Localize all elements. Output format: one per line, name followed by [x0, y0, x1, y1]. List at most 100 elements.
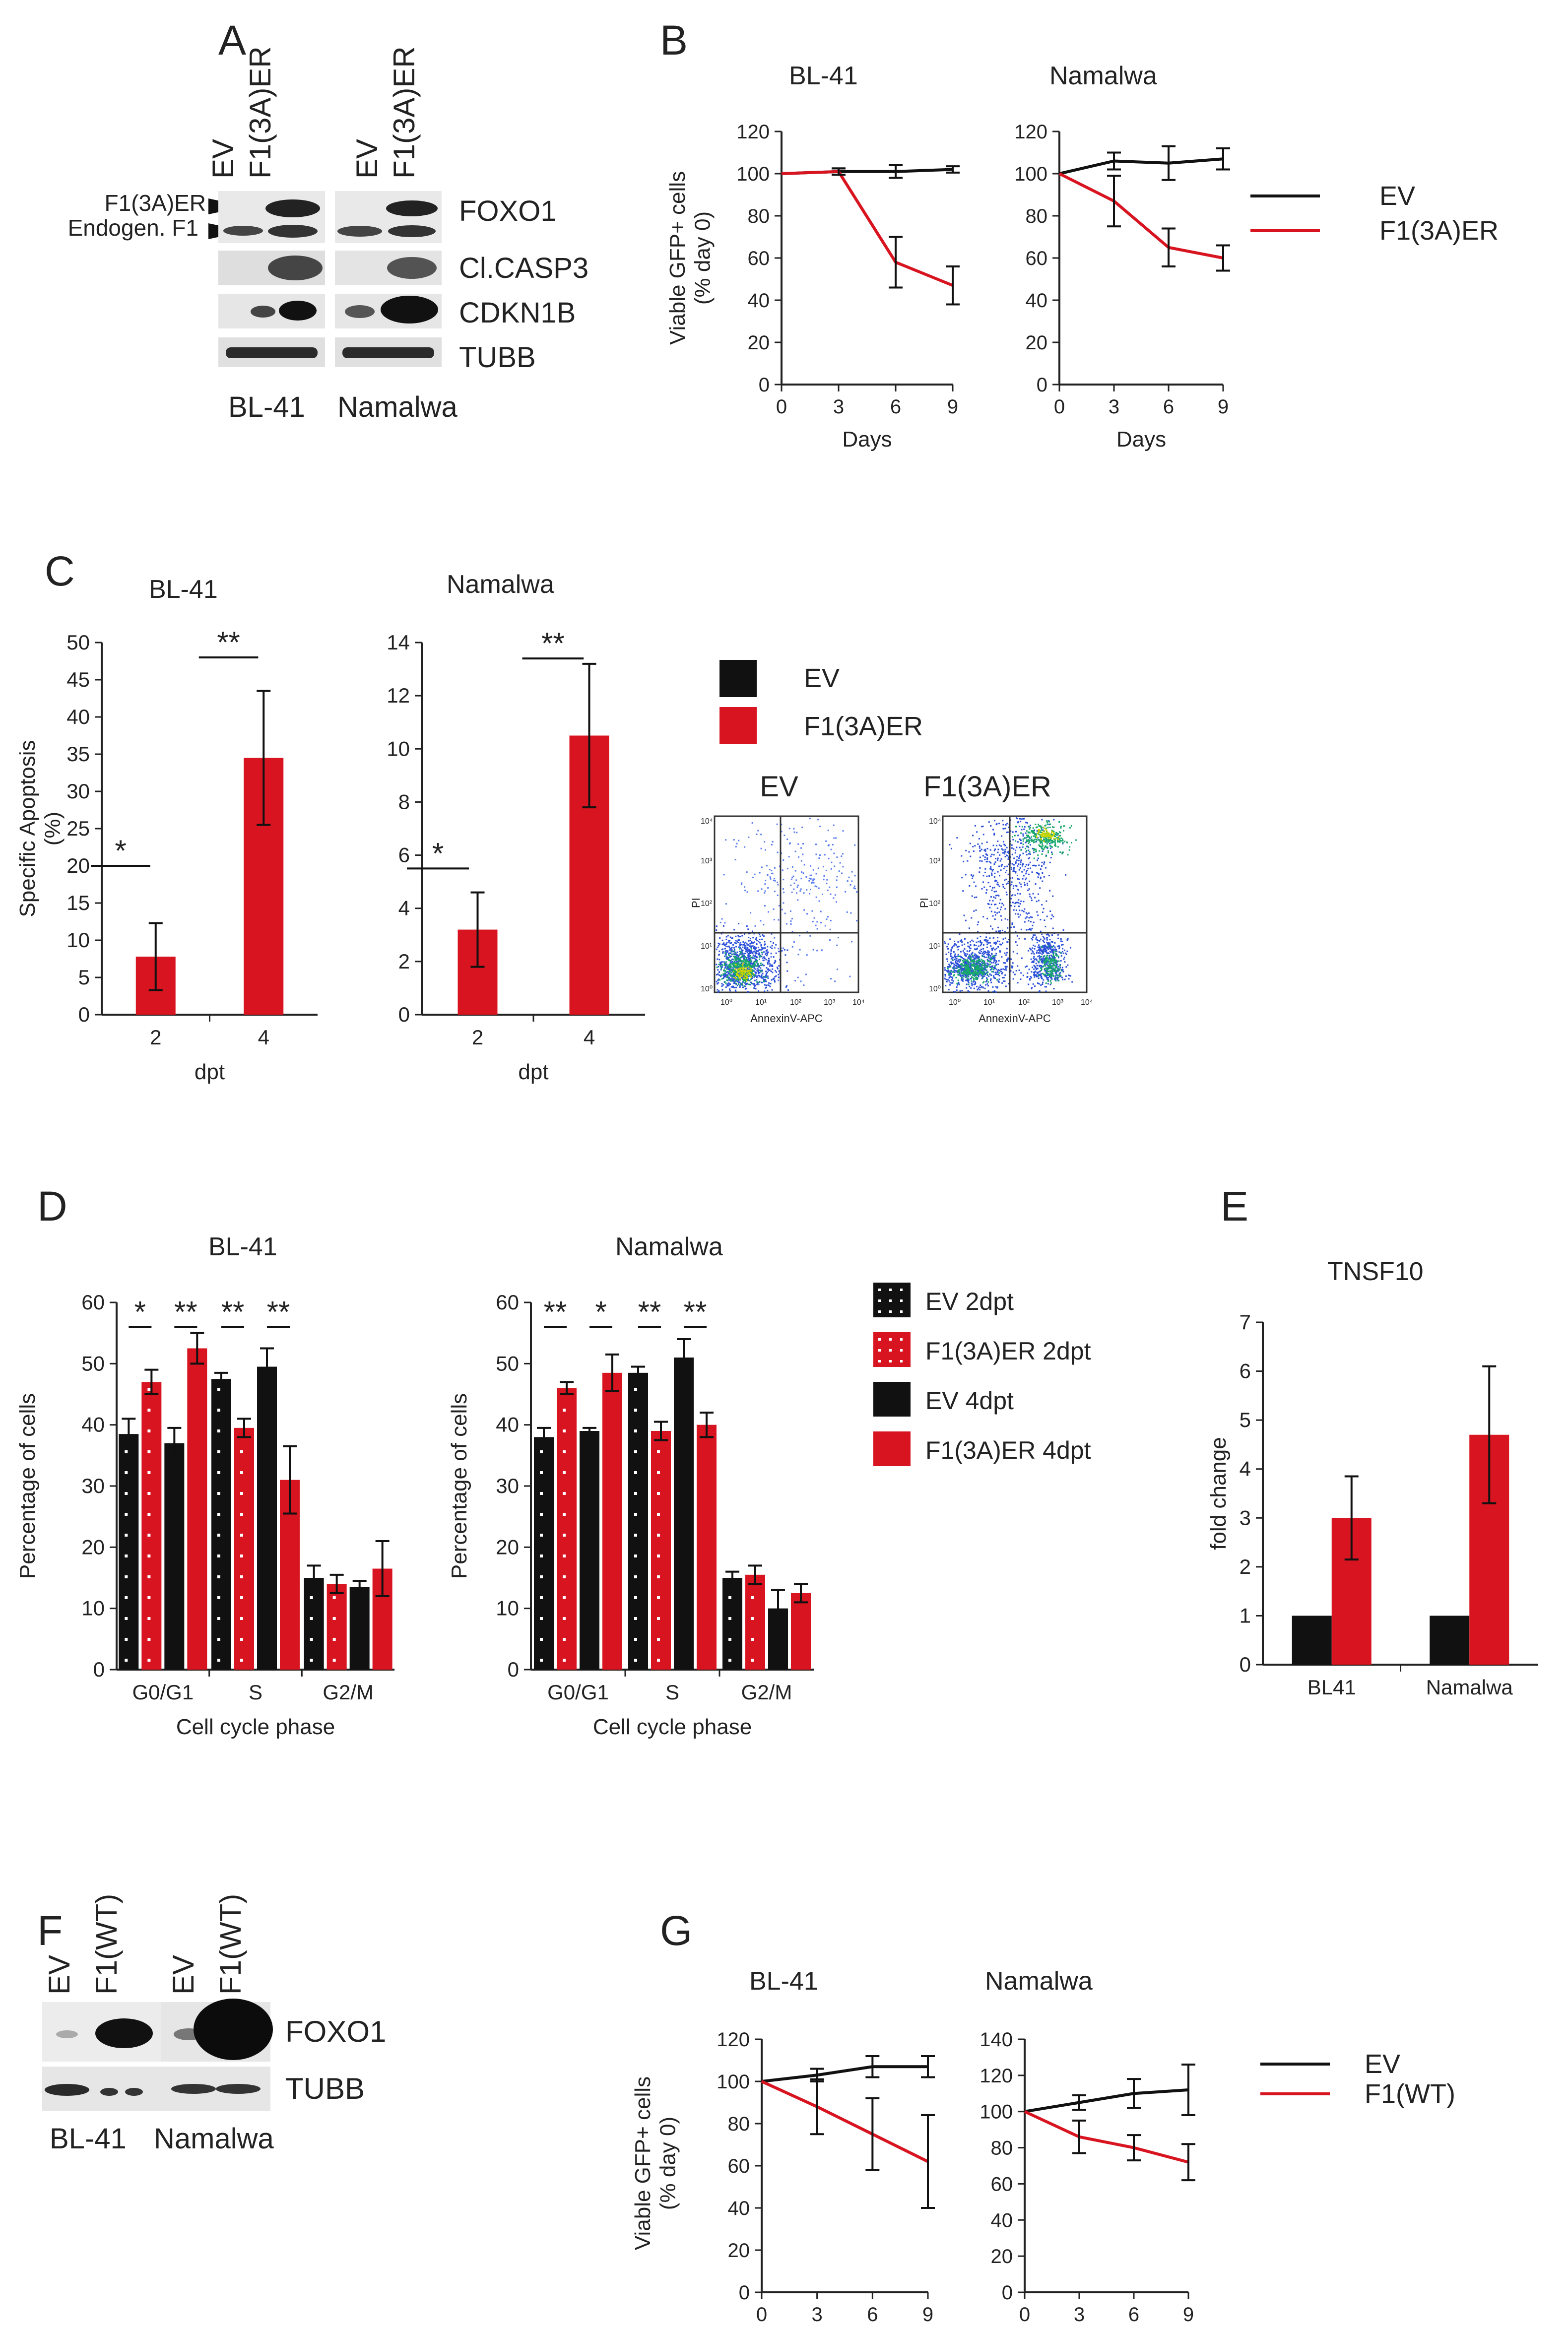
flow-event — [1041, 865, 1043, 867]
flow-event — [716, 964, 718, 966]
flow-event — [998, 885, 1000, 887]
blot-f-row-foxo1: FOXO1 — [285, 2015, 386, 2048]
flow-event — [1024, 838, 1026, 840]
flow-event — [758, 990, 760, 992]
flow-event — [806, 954, 808, 956]
flow-event — [732, 985, 734, 987]
flow-event — [997, 970, 999, 972]
legend-dot — [889, 1289, 892, 1291]
flow-event — [989, 964, 991, 966]
bar-dot — [332, 1638, 336, 1641]
flow-event — [718, 954, 720, 956]
y-tick-label: 40 — [728, 2198, 750, 2219]
flow-event — [969, 954, 971, 956]
flow-event — [752, 942, 754, 944]
flow-event — [1028, 840, 1030, 842]
flow-event — [738, 936, 740, 938]
flow-event — [721, 985, 723, 987]
flow-event — [767, 989, 769, 991]
flow-event — [719, 963, 721, 965]
flow-event — [948, 966, 950, 968]
flow-event — [733, 961, 735, 963]
flow-event — [973, 969, 975, 971]
flow-event — [743, 973, 745, 975]
flow-event — [997, 848, 999, 850]
flow-event — [828, 844, 830, 846]
flow-event — [994, 965, 996, 967]
flow-event — [981, 963, 983, 965]
flow-event — [963, 970, 965, 971]
flow-event — [1013, 926, 1015, 928]
flow-event — [964, 938, 966, 940]
flow-event — [732, 969, 734, 971]
flow-event — [766, 967, 768, 969]
flow-event — [961, 964, 963, 966]
series-line-ev — [1024, 2088, 1189, 2113]
flow-event — [1028, 839, 1030, 841]
flow-event — [1023, 869, 1025, 871]
x-tick-label: 4 — [584, 1026, 595, 1049]
flow-event — [1049, 890, 1051, 892]
flow-event — [720, 962, 722, 964]
flow-event — [1028, 836, 1030, 838]
y-tick-label: 0 — [93, 1658, 105, 1681]
flow-event — [854, 844, 856, 846]
flow-event — [1044, 834, 1046, 836]
flow-event — [1052, 954, 1054, 956]
flow-event — [1033, 968, 1035, 970]
flow-event — [1049, 970, 1051, 972]
flow-ev-dots — [716, 818, 858, 993]
flow-event — [952, 980, 954, 982]
flow-event — [996, 986, 998, 988]
flow-event — [983, 975, 985, 977]
flow-event — [1040, 841, 1042, 843]
flow-event — [994, 959, 996, 961]
flow-event — [760, 847, 762, 849]
flow-event — [1042, 843, 1044, 845]
flow-event — [970, 969, 972, 971]
flow-event — [744, 886, 746, 888]
flow-event — [1015, 817, 1017, 819]
flow-event — [950, 952, 952, 954]
flow-event — [1038, 962, 1040, 964]
bar-dot — [540, 1617, 543, 1620]
flow-event — [967, 974, 969, 976]
flow-event — [1043, 946, 1045, 948]
flow-event — [1030, 958, 1032, 960]
flow-event — [1050, 982, 1052, 984]
flow-event — [984, 968, 986, 970]
flow-event — [1029, 838, 1031, 840]
flow-event — [1031, 900, 1033, 902]
y-tick-label: 45 — [66, 668, 90, 691]
flow-event — [1042, 833, 1044, 835]
x-axis-label: dpt — [195, 1060, 225, 1084]
flow-event — [802, 843, 804, 845]
flow-event — [983, 886, 985, 888]
flow-event — [970, 855, 972, 857]
flow-ev-ytick: 10⁰ — [701, 985, 713, 993]
flow-event — [1024, 921, 1026, 923]
flow-event — [947, 970, 949, 971]
flow-event — [981, 954, 983, 956]
legend-g: EV F1(WT) — [1260, 2049, 1455, 2109]
flow-plot-f1: F1(3A)ER AnnexinV-APC PI 10⁰ 10¹ 10² 10³… — [918, 771, 1093, 1025]
flow-event — [760, 967, 762, 969]
flow-event — [736, 965, 738, 967]
flow-event — [999, 950, 1001, 952]
flow-event — [978, 961, 980, 963]
flow-event — [749, 958, 751, 960]
flow-event — [1025, 966, 1027, 968]
flow-event — [729, 936, 731, 938]
flow-event — [1049, 839, 1051, 841]
flow-event — [995, 969, 997, 971]
flow-event — [989, 973, 991, 975]
flow-event — [751, 965, 753, 967]
flow-event — [771, 870, 773, 872]
flow-event — [1034, 974, 1036, 976]
flow-event — [1039, 841, 1041, 842]
flow-event — [836, 879, 838, 881]
flow-event — [739, 936, 741, 938]
bar-dot — [125, 1596, 128, 1599]
flow-event — [1004, 844, 1006, 846]
